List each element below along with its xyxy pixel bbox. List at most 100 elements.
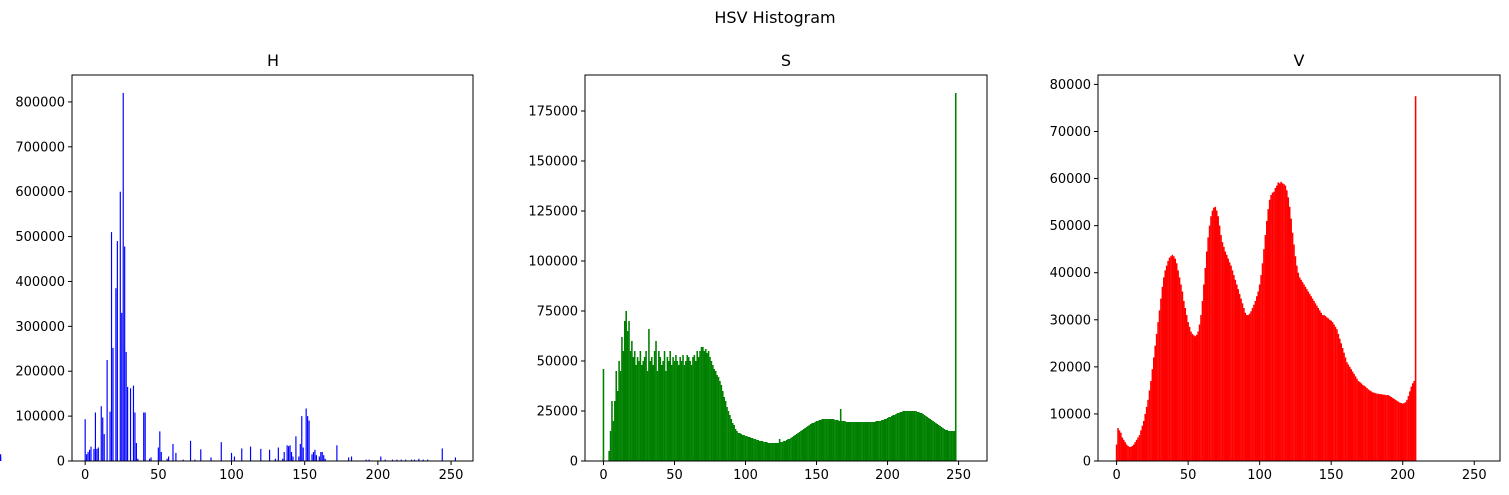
v-bar-99: [1257, 291, 1260, 461]
s-xtick-label: 150: [804, 468, 829, 483]
h-bar-52: [160, 452, 162, 461]
s-bar-46: [668, 361, 670, 461]
s-bar-42: [662, 361, 664, 461]
s-bar-203: [891, 416, 893, 461]
h-bar-130: [274, 458, 277, 461]
s-bar-145: [808, 425, 811, 461]
h-bar-138: [286, 445, 288, 461]
h-bar-7: [94, 412, 96, 461]
s-bar-204: [892, 415, 895, 461]
s-bar-40: [659, 357, 662, 461]
v-bar-85: [1237, 289, 1239, 461]
h-bar-1: [86, 454, 88, 461]
s-xtick-label: 0: [599, 468, 607, 483]
v-bar-132: [1304, 286, 1307, 461]
s-bar-230: [929, 419, 931, 461]
s-bar-83: [720, 385, 723, 461]
h-bar-142: [292, 456, 294, 461]
s-bar-76: [710, 361, 713, 461]
v-bar-131: [1303, 284, 1305, 461]
v-bar-105: [1266, 220, 1268, 461]
v-bar-190: [1387, 395, 1390, 461]
v-bar-208: [1413, 380, 1415, 461]
s-bar-123: [777, 443, 779, 461]
v-bar-13: [1134, 442, 1136, 461]
v-bar-164: [1350, 369, 1353, 461]
s-bar-37: [655, 341, 657, 461]
v-bar-182: [1376, 393, 1378, 461]
s-histogram-panel: S 0 50 100 150 200 250 0 25000 50000 75000 100000 1…: [528, 51, 988, 483]
s-bar-192: [875, 421, 877, 461]
s-bar-107: [754, 439, 757, 461]
s-xtick-label: 200: [875, 468, 900, 483]
h-bar-44: [148, 458, 151, 461]
v-bar-199: [1400, 403, 1403, 461]
v-bar-15: [1137, 437, 1139, 461]
s-bar-20: [631, 341, 633, 461]
s-bar-169: [842, 421, 845, 461]
h-bar-33: [132, 385, 135, 461]
v-bar-41: [1174, 258, 1177, 461]
v-ytick-label: 80000: [1050, 78, 1091, 93]
v-bar-7: [1125, 444, 1128, 461]
v-bar-116: [1281, 183, 1284, 461]
v-bar-45: [1180, 284, 1182, 461]
v-bar-124: [1293, 244, 1295, 461]
v-bar-121: [1288, 206, 1291, 461]
s-bar-129: [785, 440, 788, 461]
s-bar-41: [660, 365, 663, 461]
h-bar-13: [103, 434, 105, 461]
v-ytick-label: 30000: [1050, 313, 1091, 328]
v-ytick-label: 0: [1083, 455, 1091, 470]
s-bar-93: [734, 429, 737, 461]
v-bar-54: [1193, 335, 1195, 461]
s-ytick-label: 175000: [528, 105, 578, 120]
h-bar-107: [241, 448, 243, 461]
s-bar-195: [879, 421, 882, 461]
v-bar-139: [1314, 303, 1317, 461]
h-bar-56: [166, 458, 168, 461]
h-bar-147: [299, 443, 301, 461]
v-bar-35: [1165, 265, 1168, 461]
v-bar-62: [1204, 268, 1207, 461]
s-bar-184: [864, 422, 866, 461]
v-bar-107: [1268, 199, 1271, 462]
h-bar-139: [288, 446, 290, 461]
h-bar-29: [127, 386, 129, 461]
s-bar-24: [636, 357, 639, 461]
s-bar-84: [722, 391, 724, 461]
s-ytick-label: 75000: [537, 305, 578, 320]
v-bar-81: [1231, 270, 1234, 461]
v-bar-170: [1359, 381, 1361, 461]
s-bar-10: [616, 391, 619, 461]
h-bar-180: [348, 457, 350, 461]
v-bar-110: [1273, 191, 1275, 462]
v-bar-171: [1360, 383, 1363, 461]
h-bar-21: [115, 288, 117, 461]
v-bar-118: [1284, 185, 1287, 461]
v-bar-205: [1409, 391, 1411, 461]
s-bar-53: [677, 365, 680, 461]
s-bar-32: [648, 329, 650, 461]
s-bar-165: [837, 420, 839, 461]
h-xtick-label: 50: [150, 468, 167, 483]
v-bar-158: [1341, 348, 1344, 461]
v-xtick-label: 100: [1247, 468, 1272, 483]
v-bar-143: [1320, 312, 1322, 461]
h-xtick-label: 200: [365, 468, 390, 483]
s-bar-18: [628, 321, 630, 461]
v-bar-148: [1327, 318, 1330, 461]
s-bar-56: [682, 355, 684, 461]
v-bar-109: [1271, 192, 1274, 461]
v-bar-162: [1347, 364, 1350, 461]
s-bar-176: [852, 422, 855, 461]
v-bar-129: [1300, 279, 1302, 461]
s-bar-221: [916, 412, 919, 461]
s-bar-117: [768, 443, 771, 461]
s-bar-141: [802, 429, 805, 461]
s-bar-5: [609, 431, 612, 461]
v-bar-151: [1331, 322, 1334, 461]
h-ytick-label: 600000: [15, 185, 65, 200]
v-bar-65: [1208, 225, 1211, 461]
s-bar-21: [632, 357, 635, 461]
